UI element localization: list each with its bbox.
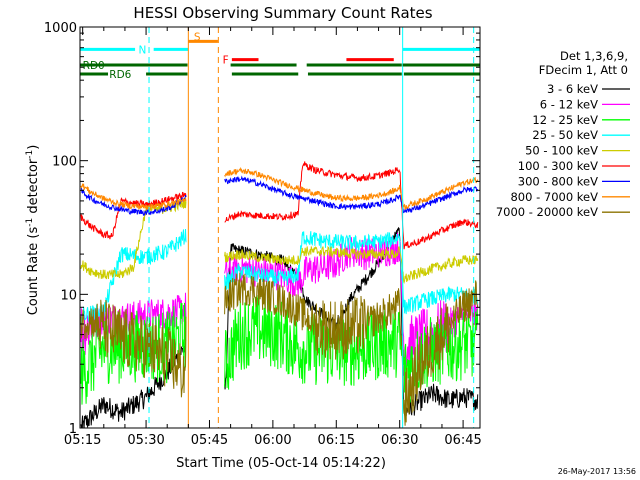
series-25-50keV-line bbox=[80, 228, 479, 325]
x-tick-label: 05:30 bbox=[127, 433, 164, 448]
x-tick-label: 05:15 bbox=[64, 433, 101, 448]
x-tick-label: 06:00 bbox=[254, 433, 291, 448]
y-tick-label: 1 bbox=[69, 422, 77, 437]
annotation-group: N S F RD0 RD6 bbox=[80, 27, 480, 428]
annotation-rd0-label: RD0 bbox=[83, 60, 105, 72]
annotation-s bbox=[187, 27, 219, 428]
series-7000-20000keV-line bbox=[80, 272, 479, 426]
series-3-6keV-line bbox=[80, 226, 479, 429]
x-axis-label: Start Time (05-Oct-14 05:14:22) bbox=[176, 456, 386, 471]
x-tick-label: 06:45 bbox=[444, 433, 481, 448]
series-800-7000keV-line bbox=[80, 166, 479, 212]
y-axis-label: Count Rate (s-1 detector-1) bbox=[25, 145, 41, 316]
series-300-800keV-line bbox=[80, 175, 479, 217]
y-tick-label: 100 bbox=[52, 155, 77, 170]
legend-entry-label: 50 - 100 keV bbox=[525, 144, 598, 158]
legend-header-line: Det 1,3,6,9, bbox=[560, 49, 628, 63]
series-group bbox=[80, 161, 479, 429]
legend-header-line: FDecim 1, Att 0 bbox=[539, 63, 628, 77]
chart-title: HESSI Observing Summary Count Rates bbox=[133, 4, 432, 22]
x-tick-label: 05:45 bbox=[191, 433, 228, 448]
legend-entry-label: 25 - 50 keV bbox=[532, 128, 598, 142]
legend-entry-label: 800 - 7000 keV bbox=[510, 190, 598, 204]
annotation-n bbox=[80, 27, 480, 428]
series-100-300keV-line bbox=[80, 161, 479, 250]
plot-frame bbox=[79, 26, 481, 429]
y-tick-label: 1000 bbox=[44, 21, 77, 36]
y-tick-label: 10 bbox=[60, 288, 77, 303]
annotation-rd6-label: RD6 bbox=[109, 69, 131, 81]
legend-entry-label: 7000 - 20000 keV bbox=[496, 205, 598, 219]
legend-entry-label: 300 - 800 keV bbox=[518, 174, 598, 188]
annotation-s-label: S bbox=[194, 31, 201, 43]
x-tick-label: 06:15 bbox=[318, 433, 355, 448]
legend-entry-label: 6 - 12 keV bbox=[540, 97, 598, 111]
x-tick-label: 06:30 bbox=[381, 433, 418, 448]
annotation-f-label: F bbox=[223, 55, 229, 67]
axes: 1 10 100 1000 05:15 05:30 05:45 06:00 06:15 06:30… bbox=[44, 21, 482, 448]
legend-entry-label: 100 - 300 keV bbox=[518, 159, 598, 173]
legend-entry-label: 12 - 25 keV bbox=[532, 113, 598, 127]
annotation-n-label: N bbox=[138, 44, 146, 56]
legend-entry-label: 3 - 6 keV bbox=[547, 82, 598, 96]
footer-timestamp: 26-May-2017 13:56 bbox=[558, 467, 636, 476]
